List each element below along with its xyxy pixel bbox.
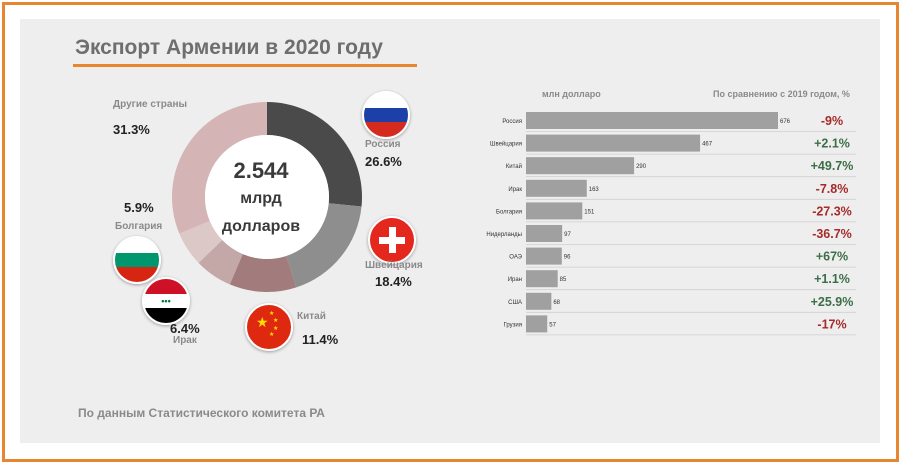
bar-category-label: Грузия (503, 322, 522, 328)
label-iraq-name: Ирак (173, 335, 197, 346)
bar-value-label: 163 (589, 187, 600, 193)
bar-1 (526, 134, 701, 152)
label-bulgaria-pct: 5.9% (124, 200, 154, 215)
bar-0 (526, 112, 778, 129)
donut-center: 2.544 млрд долларов (203, 157, 319, 241)
china-flag-icon: ★ ★ ★ ★ ★ (245, 303, 293, 351)
bar-category-label: Китай (506, 163, 522, 170)
page-title: Экспорт Армении в 2020 году (75, 36, 383, 59)
switzerland-flag-icon (368, 216, 416, 264)
russia-flag-icon (362, 91, 410, 139)
change-label: +49.7% (811, 159, 854, 173)
change-label: -9% (821, 114, 843, 128)
label-bulgaria-name: Болгария (115, 221, 163, 232)
donut-center-value: 2.544 (233, 158, 289, 183)
change-label: -27.3% (812, 204, 852, 218)
bulgaria-flag-icon (113, 236, 161, 284)
label-russia-name: Россия (365, 139, 401, 150)
bar-value-label: 467 (702, 142, 713, 148)
bar-category-label: Швейцария (490, 141, 522, 148)
infographic-card: Экспорт Армении в 2020 году 2.544 млрд д… (20, 19, 880, 443)
bar-category-label: Нидерланды (486, 232, 522, 238)
label-iraq-pct: 6.4% (170, 321, 200, 336)
label-china-pct: 11.4% (302, 332, 339, 347)
label-switzerland-pct: 18.4% (375, 274, 412, 289)
bar-4 (526, 202, 583, 220)
bar-category-label: Россия (502, 119, 522, 125)
label-switzerland-name: Швейцария (365, 260, 423, 271)
bar-value-label: 290 (636, 164, 647, 170)
bar-category-label: Ирак (508, 187, 522, 193)
bar-value-label: 151 (584, 209, 595, 215)
donut-slice-2 (229, 254, 297, 293)
bar-3 (526, 179, 587, 197)
label-china-name: Китай (297, 311, 326, 322)
bar-6 (526, 247, 562, 265)
label-russia-pct: 26.6% (365, 154, 402, 169)
bar-8 (526, 292, 552, 310)
donut-hole (205, 135, 329, 259)
bar-2 (526, 157, 635, 175)
bar-value-label: 97 (564, 232, 571, 238)
label-other-pct: 31.3% (113, 122, 150, 137)
source-note: По данным Статистического комитета РА (78, 406, 325, 420)
bar-unit-header: млн долларо (542, 89, 601, 99)
donut-center-unit-line2: долларов (221, 218, 301, 235)
bar-9 (526, 315, 548, 333)
bar-value-label: 96 (564, 255, 571, 261)
bar-category-label: ОАЭ (509, 255, 522, 261)
bar-value-label: 57 (549, 322, 556, 328)
change-label: -7.8% (816, 182, 849, 196)
iraq-flag-icon: ••• (142, 277, 190, 325)
bar-category-label: Иран (508, 277, 522, 283)
donut-slice-5 (172, 101, 267, 234)
donut-slice-1 (286, 203, 362, 288)
title-underline (73, 64, 417, 67)
label-other-name: Другие страны (113, 99, 188, 110)
bar-value-label: 85 (560, 277, 567, 283)
change-label: +2.1% (814, 137, 850, 151)
change-label: -36.7% (812, 227, 852, 241)
change-label: -17% (817, 317, 846, 331)
donut-chart (172, 101, 362, 293)
bar-value-label: 676 (780, 119, 791, 125)
bar-chart: Россия 676 -9% Швейцария 467 +2.1% Китай 290 +49… (486, 112, 856, 336)
change-label: +1.1% (814, 272, 850, 286)
bar-category-label: США (508, 300, 522, 306)
bar-7 (526, 270, 558, 288)
donut-slice-3 (198, 240, 243, 285)
bar-value-label: 68 (553, 300, 560, 306)
bar-category-label: Болгария (496, 209, 522, 215)
bar-change-header: По сравнению с 2019 годом, % (713, 89, 850, 99)
donut-slice-0 (267, 102, 362, 207)
change-label: +67% (816, 250, 848, 264)
bar-5 (526, 225, 563, 242)
donut-slice-4 (179, 220, 223, 263)
donut-center-unit-line1: млрд (240, 190, 282, 207)
change-label: +25.9% (811, 295, 854, 309)
